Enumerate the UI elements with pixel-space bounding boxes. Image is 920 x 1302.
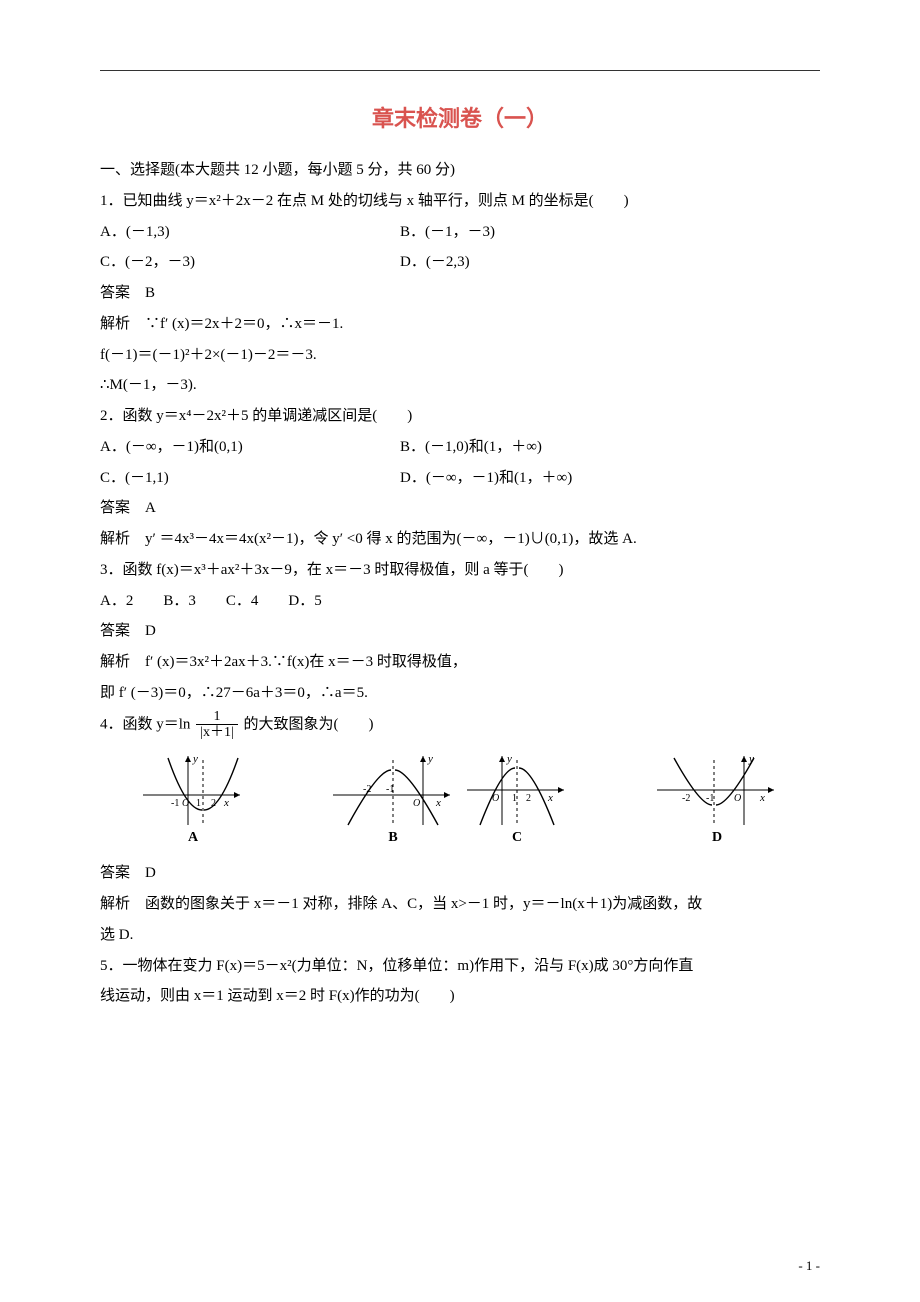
q2-row-ab: A．(－∞，－1)和(0,1) B．(－1,0)和(1，＋∞) xyxy=(100,432,820,463)
svg-text:x: x xyxy=(435,797,441,809)
graph-row-1: -1 O 1 2 x y A -2 -1 xyxy=(138,750,458,846)
q4-stem-suffix: 的大致图象为( ) xyxy=(244,716,374,732)
svg-text:2: 2 xyxy=(211,798,216,809)
graph-d-label: D xyxy=(712,830,722,846)
svg-text:1: 1 xyxy=(196,798,201,809)
q2-stem: 2．函数 y＝x⁴－2x²＋5 的单调递减区间是( ) xyxy=(100,401,820,432)
q1-exp3: ∴M(－1，－3). xyxy=(100,370,820,401)
q4-frac-num: 1 xyxy=(196,709,238,725)
q3-opt-b: B．3 xyxy=(163,586,196,617)
q3-opts: A．2 B．3 C．4 D．5 xyxy=(100,586,820,617)
svg-text:1: 1 xyxy=(512,793,517,804)
svg-text:y: y xyxy=(748,753,754,765)
svg-text:O: O xyxy=(734,793,741,804)
graph-row-2: O 1 2 x y C -2 -1 O xyxy=(462,750,782,846)
q1-opt-c: C．(－2，－3) xyxy=(100,247,400,278)
svg-text:y: y xyxy=(427,753,433,765)
q1-opt-b: B．(－1，－3) xyxy=(400,217,495,248)
q4-answer: 答案 D xyxy=(100,858,820,889)
q4-frac-den: |x＋1| xyxy=(196,725,238,740)
graph-c: O 1 2 x y C xyxy=(462,750,572,846)
svg-text:O: O xyxy=(492,793,499,804)
svg-text:-2: -2 xyxy=(363,784,371,795)
svg-text:-1: -1 xyxy=(171,798,179,809)
page: 章末检测卷（一） 一、选择题(本大题共 12 小题，每小题 5 分，共 60 分… xyxy=(0,0,920,1302)
svg-text:x: x xyxy=(759,792,765,804)
q4-exp1: 解析 函数的图象关于 x＝－1 对称，排除 A、C，当 x>－1 时，y＝－ln… xyxy=(100,889,820,920)
q2-opt-d: D．(－∞，－1)和(1，＋∞) xyxy=(400,463,572,494)
graph-d-svg: -2 -1 O x y xyxy=(652,750,782,830)
q3-opt-d: D．5 xyxy=(288,586,321,617)
q1-stem: 1．已知曲线 y＝x²＋2x－2 在点 M 处的切线与 x 轴平行，则点 M 的… xyxy=(100,186,820,217)
graph-a-svg: -1 O 1 2 x y xyxy=(138,750,248,830)
svg-text:-1: -1 xyxy=(386,784,394,795)
page-number: - 1 - xyxy=(798,1258,820,1274)
graph-a-label: A xyxy=(188,830,198,846)
svg-text:-1: -1 xyxy=(706,793,714,804)
svg-text:O: O xyxy=(413,798,420,809)
q2-row-cd: C．(－1,1) D．(－∞，－1)和(1，＋∞) xyxy=(100,463,820,494)
svg-text:-2: -2 xyxy=(682,793,690,804)
q3-exp2: 即 f′ (－3)＝0，∴27－6a＋3＝0，∴a＝5. xyxy=(100,678,820,709)
q4-fraction: 1 |x＋1| xyxy=(196,709,238,741)
header-rule xyxy=(100,70,820,71)
graph-c-svg: O 1 2 x y xyxy=(462,750,572,830)
q1-exp1: 解析 ∵f′ (x)＝2x＋2＝0，∴x＝－1. xyxy=(100,309,820,340)
doc-title: 章末检测卷（一） xyxy=(100,101,820,133)
q3-answer: 答案 D xyxy=(100,616,820,647)
svg-text:O: O xyxy=(182,798,189,809)
graph-b: -2 -1 O x y B xyxy=(328,750,458,846)
q3-opt-c: C．4 xyxy=(226,586,259,617)
svg-text:y: y xyxy=(506,753,512,765)
graph-c-label: C xyxy=(512,830,522,846)
q2-opt-c: C．(－1,1) xyxy=(100,463,400,494)
svg-text:2: 2 xyxy=(526,793,531,804)
q1-answer: 答案 B xyxy=(100,278,820,309)
q4-stem-prefix: 4．函数 y＝ln xyxy=(100,716,190,732)
graph-a: -1 O 1 2 x y A xyxy=(138,750,248,846)
q4-exp2: 选 D. xyxy=(100,920,820,951)
q4-stem: 4．函数 y＝ln 1 |x＋1| 的大致图象为( ) xyxy=(100,709,820,741)
q1-row-cd: C．(－2，－3) D．(－2,3) xyxy=(100,247,820,278)
q3-exp1: 解析 f′ (x)＝3x²＋2ax＋3.∵f(x)在 x＝－3 时取得极值， xyxy=(100,647,820,678)
q1-opt-a: A．(－1,3) xyxy=(100,217,400,248)
q3-stem: 3．函数 f(x)＝x³＋ax²＋3x－9，在 x＝－3 时取得极值，则 a 等… xyxy=(100,555,820,586)
q5-stem1: 5．一物体在变力 F(x)＝5－x²(力单位：N，位移单位：m)作用下，沿与 F… xyxy=(100,951,820,982)
svg-text:x: x xyxy=(547,792,553,804)
q1-row-ab: A．(－1,3) B．(－1，－3) xyxy=(100,217,820,248)
q4-graphs: -1 O 1 2 x y A -2 -1 xyxy=(100,746,820,850)
svg-text:y: y xyxy=(192,753,198,765)
section-header: 一、选择题(本大题共 12 小题，每小题 5 分，共 60 分) xyxy=(100,155,820,186)
q2-answer: 答案 A xyxy=(100,493,820,524)
q1-opt-d: D．(－2,3) xyxy=(400,247,470,278)
graph-d: -2 -1 O x y D xyxy=(652,750,782,846)
q2-opt-a: A．(－∞，－1)和(0,1) xyxy=(100,432,400,463)
q2-exp1: 解析 y′ ＝4x³－4x＝4x(x²－1)，令 y′ <0 得 x 的范围为(… xyxy=(100,524,820,555)
graph-b-svg: -2 -1 O x y xyxy=(328,750,458,830)
q5-stem2: 线运动，则由 x＝1 运动到 x＝2 时 F(x)作的功为( ) xyxy=(100,981,820,1012)
graph-b-label: B xyxy=(388,830,397,846)
svg-text:x: x xyxy=(223,797,229,809)
q2-opt-b: B．(－1,0)和(1，＋∞) xyxy=(400,432,542,463)
q1-exp2: f(－1)＝(－1)²＋2×(－1)－2＝－3. xyxy=(100,340,820,371)
q3-opt-a: A．2 xyxy=(100,586,133,617)
